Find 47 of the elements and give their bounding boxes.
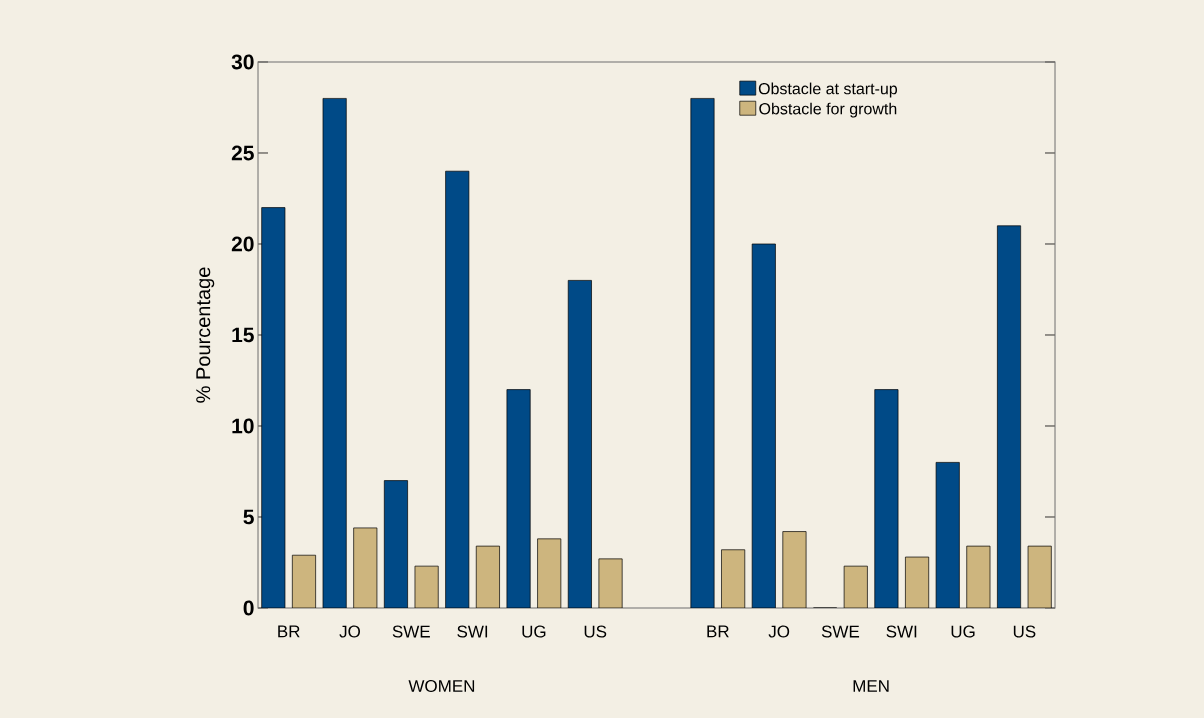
bar [966,546,991,608]
bar [690,98,715,608]
y-tick-label: 25 [231,145,254,161]
y-tick-label: 30 [231,54,254,70]
bar [997,225,1022,608]
x-tick-label: BR [707,625,729,638]
bar [537,538,562,608]
bar [353,527,378,608]
bar [752,244,776,608]
bar [598,558,623,608]
bar [782,531,807,608]
x-tick-label: SWE [392,625,430,638]
x-tick-label: US [584,625,607,638]
x-tick-label: US [1013,625,1036,638]
x-tick-label: UG [951,625,975,638]
bar [905,557,929,608]
x-tick-label: JO [339,625,361,638]
bar [475,545,500,608]
x-tick-label: BR [278,625,300,638]
x-tick-label: JO [768,625,790,638]
bar [383,480,408,608]
bar [322,98,347,608]
y-axis-title: % Pourcentage [196,267,215,403]
text: WOMEN [408,679,475,693]
bar [936,462,960,608]
legend-label: Obstacle for growth [759,102,897,118]
bar [874,389,899,608]
bar [1027,545,1052,608]
bar [844,566,868,608]
y-tick-label: 15 [232,327,254,343]
x-tick-label: SWI [457,625,488,638]
bar [506,389,531,608]
bar [261,207,286,608]
y-tick-label: 20 [231,236,254,252]
y-tick-label: 10 [232,418,254,434]
bar [721,549,745,608]
text: MEN [853,680,889,692]
bar [414,565,439,608]
bar [567,280,592,608]
bar [445,170,470,608]
bar [291,554,316,608]
x-tick-label: SWE [821,625,860,638]
y-tick-label: 0 [243,600,254,616]
x-tick-label: SWI [886,625,917,638]
legend-label: Obstacle at start-up [758,82,898,98]
y-tick-label: 5 [243,509,254,525]
x-tick-label: UG [522,625,546,638]
